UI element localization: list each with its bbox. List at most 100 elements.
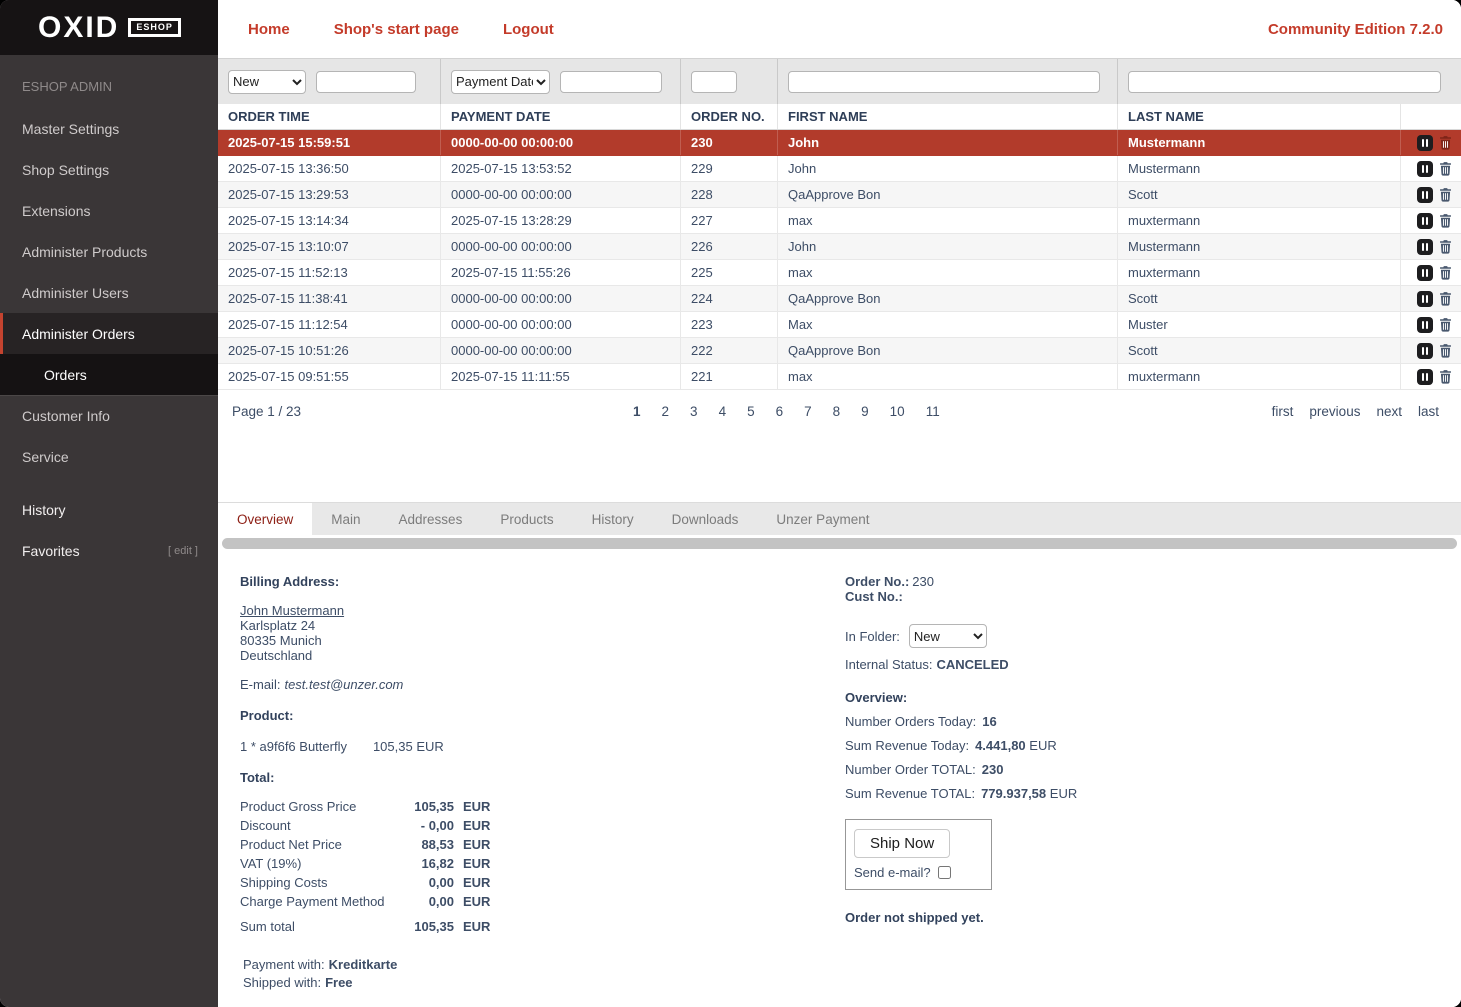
send-email-checkbox[interactable] xyxy=(938,866,951,879)
nav-shops-start-page-link[interactable]: Shop's start page xyxy=(334,21,459,38)
order-row-229[interactable]: 2025-07-15 13:36:502025-07-15 13:53:5222… xyxy=(218,156,1461,182)
scrollbar-thumb[interactable] xyxy=(222,538,1457,549)
pause-order-icon[interactable] xyxy=(1417,317,1433,333)
total-row-label: Discount xyxy=(240,818,392,833)
pause-order-icon[interactable] xyxy=(1417,161,1433,177)
order-row-227[interactable]: 2025-07-15 13:14:342025-07-15 13:28:2922… xyxy=(218,208,1461,234)
delete-order-icon[interactable] xyxy=(1438,213,1453,228)
last-name-filter-input[interactable] xyxy=(1128,71,1441,93)
sidebar-item-extensions[interactable]: Extensions xyxy=(0,190,218,231)
nav-logout-link[interactable]: Logout xyxy=(503,21,554,38)
page-number-10[interactable]: 10 xyxy=(890,404,905,419)
page-number-11[interactable]: 11 xyxy=(926,404,940,419)
pagination-last-link[interactable]: last xyxy=(1418,404,1439,419)
pagination-next-link[interactable]: next xyxy=(1376,404,1402,419)
in-folder-select[interactable]: New xyxy=(909,624,987,648)
pause-order-icon[interactable] xyxy=(1417,369,1433,385)
sidebar-item-history[interactable]: History xyxy=(0,489,218,530)
sidebar-item-favorites[interactable]: Favorites[ edit ] xyxy=(0,530,218,571)
send-email-line: Send e-mail? xyxy=(854,865,991,880)
delete-order-icon[interactable] xyxy=(1438,291,1453,306)
customer-name-link[interactable]: John Mustermann xyxy=(240,603,344,618)
order-row-223[interactable]: 2025-07-15 11:12:540000-00-00 00:00:0022… xyxy=(218,312,1461,338)
pause-order-icon[interactable] xyxy=(1417,291,1433,307)
page-number-1[interactable]: 1 xyxy=(633,404,641,419)
main-content: Home Shop's start page Logout Community … xyxy=(218,0,1461,1007)
column-header-payment-date[interactable]: PAYMENT DATE xyxy=(441,104,681,129)
order-row-224[interactable]: 2025-07-15 11:38:410000-00-00 00:00:0022… xyxy=(218,286,1461,312)
oxid-logo[interactable]: OXID ESHOP xyxy=(0,0,218,55)
delete-order-icon[interactable] xyxy=(1438,239,1453,254)
row-actions xyxy=(1401,338,1461,363)
pause-order-icon[interactable] xyxy=(1417,239,1433,255)
pagination-previous-link[interactable]: previous xyxy=(1309,404,1360,419)
delete-order-icon[interactable] xyxy=(1438,369,1453,384)
delete-order-icon[interactable] xyxy=(1438,187,1453,202)
first-name-filter-input[interactable] xyxy=(788,71,1100,93)
pagination-first-link[interactable]: first xyxy=(1272,404,1294,419)
tab-downloads[interactable]: Downloads xyxy=(653,503,758,535)
pause-bar xyxy=(1422,373,1424,381)
column-header-last-name[interactable]: LAST NAME xyxy=(1118,104,1401,129)
column-header-first-name[interactable]: FIRST NAME xyxy=(778,104,1118,129)
page-number-7[interactable]: 7 xyxy=(804,404,812,419)
order-row-222[interactable]: 2025-07-15 10:51:260000-00-00 00:00:0022… xyxy=(218,338,1461,364)
column-header-actions xyxy=(1401,104,1461,129)
folder-filter-select[interactable]: New xyxy=(228,70,306,94)
payment-date-filter-input[interactable] xyxy=(560,71,662,93)
sidebar-item-shop-settings[interactable]: Shop Settings xyxy=(0,149,218,190)
order-row-230[interactable]: 2025-07-15 15:59:510000-00-00 00:00:0023… xyxy=(218,130,1461,156)
delete-order-icon[interactable] xyxy=(1438,161,1453,176)
tab-products[interactable]: Products xyxy=(481,503,572,535)
delete-order-icon[interactable] xyxy=(1438,135,1453,150)
order-row-225[interactable]: 2025-07-15 11:52:132025-07-15 11:55:2622… xyxy=(218,260,1461,286)
page-number-4[interactable]: 4 xyxy=(719,404,727,419)
page-number-9[interactable]: 9 xyxy=(861,404,869,419)
order-time-filter-input[interactable] xyxy=(316,71,416,93)
delete-order-icon[interactable] xyxy=(1438,265,1453,280)
page-number-5[interactable]: 5 xyxy=(747,404,755,419)
nav-home-link[interactable]: Home xyxy=(248,21,290,38)
stat-label: Sum Revenue TOTAL: xyxy=(845,786,975,801)
pause-order-icon[interactable] xyxy=(1417,213,1433,229)
tab-main[interactable]: Main xyxy=(312,503,379,535)
sidebar-item-customer-info[interactable]: Customer Info xyxy=(0,395,218,436)
pause-order-icon[interactable] xyxy=(1417,343,1433,359)
pause-order-icon[interactable] xyxy=(1417,135,1433,151)
tab-overview[interactable]: Overview xyxy=(218,503,312,535)
payment-date-filter-select[interactable]: Payment Date xyxy=(451,70,550,94)
cell-last-name: Scott xyxy=(1118,182,1401,207)
column-header-order-no[interactable]: ORDER NO. xyxy=(681,104,778,129)
cust-no-label: Cust No.: xyxy=(845,589,903,604)
page-number-2[interactable]: 2 xyxy=(662,404,670,419)
tab-history[interactable]: History xyxy=(573,503,653,535)
sidebar-item-administer-orders[interactable]: Administer Orders xyxy=(0,313,218,354)
sidebar-item-administer-users[interactable]: Administer Users xyxy=(0,272,218,313)
stat-label: Number Orders Today: xyxy=(845,714,976,729)
pause-order-icon[interactable] xyxy=(1417,187,1433,203)
tab-addresses[interactable]: Addresses xyxy=(380,503,482,535)
pause-order-icon[interactable] xyxy=(1417,265,1433,281)
order-row-226[interactable]: 2025-07-15 13:10:070000-00-00 00:00:0022… xyxy=(218,234,1461,260)
page-number-3[interactable]: 3 xyxy=(690,404,698,419)
delete-order-icon[interactable] xyxy=(1438,343,1453,358)
cell-order-no: 222 xyxy=(681,338,778,363)
sidebar-item-administer-products[interactable]: Administer Products xyxy=(0,231,218,272)
delete-order-icon[interactable] xyxy=(1438,317,1453,332)
sidebar-item-orders[interactable]: Orders xyxy=(0,354,218,395)
cell-order-time: 2025-07-15 10:51:26 xyxy=(218,338,441,363)
order-row-221[interactable]: 2025-07-15 09:51:552025-07-15 11:11:5522… xyxy=(218,364,1461,390)
order-row-228[interactable]: 2025-07-15 13:29:530000-00-00 00:00:0022… xyxy=(218,182,1461,208)
column-header-order-time[interactable]: ORDER TIME xyxy=(218,104,441,129)
sidebar-edit-link[interactable]: [ edit ] xyxy=(168,545,198,557)
page-number-8[interactable]: 8 xyxy=(833,404,841,419)
sidebar-item-service[interactable]: Service xyxy=(0,436,218,477)
page-number-6[interactable]: 6 xyxy=(776,404,784,419)
tab-unzer-payment[interactable]: Unzer Payment xyxy=(757,503,888,535)
shipped-status-text: Order not shipped yet. xyxy=(845,910,1077,925)
order-no-filter-input[interactable] xyxy=(691,71,737,93)
pause-bar xyxy=(1426,269,1428,277)
orders-table-header: ORDER TIMEPAYMENT DATEORDER NO.FIRST NAM… xyxy=(218,104,1461,130)
sidebar-item-master-settings[interactable]: Master Settings xyxy=(0,108,218,149)
ship-now-button[interactable]: Ship Now xyxy=(854,829,950,858)
